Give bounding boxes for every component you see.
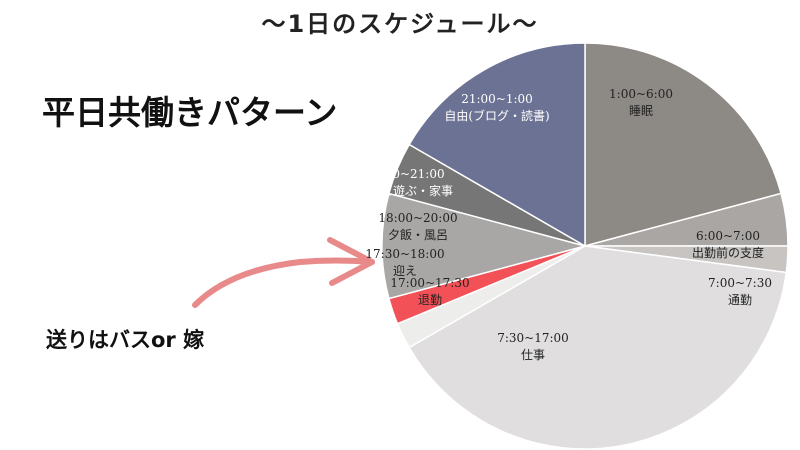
slice-label: 18:00~20:00 夕飯・風呂 (378, 211, 457, 242)
slice-label: 7:30~17:00 仕事 (497, 331, 569, 362)
pie-slice (408, 42, 586, 248)
pie-slice (408, 245, 788, 450)
pattern-heading: 平日共働きパターン (42, 93, 338, 132)
pie-slice (381, 192, 588, 300)
chart-title: 〜1日のスケジュール〜 (261, 10, 539, 38)
slice-label: 17:00~17:30 退勤 (390, 276, 469, 307)
slice-label: 1:00~6:00 睡眠 (609, 87, 673, 118)
slice-label: 7:00~7:30 通勤 (708, 276, 772, 307)
drop-off-note: 送りはバスor 嫁 (46, 328, 205, 352)
slice-label: 21:00~1:00 自由(ブログ・読書) (444, 92, 549, 123)
slice-label: 6:00~7:00 出勤前の支度 (692, 229, 764, 260)
pie-slice (584, 42, 783, 247)
slice-label: 20:00~21:00 子供と遊ぶ・家事 (357, 167, 453, 198)
slice-label: 17:30~18:00 迎え (365, 247, 444, 278)
